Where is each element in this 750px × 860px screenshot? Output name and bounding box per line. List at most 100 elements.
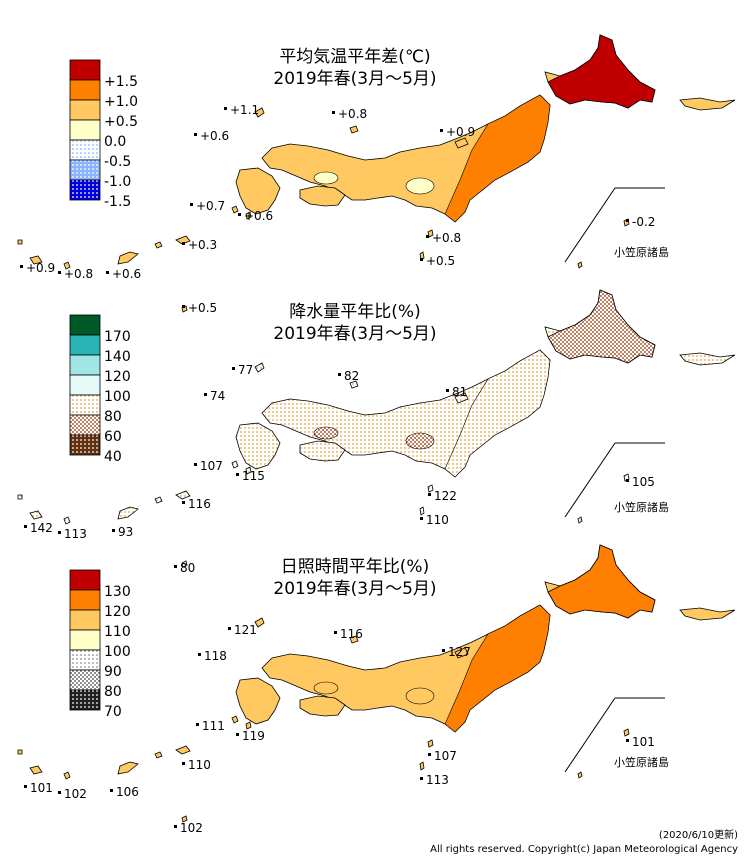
legend-label: 110 <box>104 624 131 640</box>
region-west <box>313 171 339 185</box>
station-value: 102 <box>180 821 203 835</box>
legend-swatch <box>69 394 101 416</box>
legend-label: 130 <box>104 584 131 600</box>
legend-label: 120 <box>104 369 131 385</box>
japan-map <box>17 544 736 823</box>
station-value: 102 <box>64 787 87 801</box>
japan-map <box>17 34 736 313</box>
ogasawara-inset: 小笠原諸島 <box>564 442 669 518</box>
legend-swatch <box>69 689 101 711</box>
precipitation-panel: 降水量平年比(%)2019年春(3月～5月) 小笠原諸島 170 140 120 100 8… <box>17 289 736 575</box>
legend-swatch <box>69 434 101 456</box>
legend: 130 120 110 100 90 80 70 <box>69 569 131 720</box>
legend-label: 40 <box>104 449 122 465</box>
legend-label: 80 <box>104 684 122 700</box>
station-value: 113 <box>426 773 449 787</box>
legend-label: 70 <box>104 704 122 720</box>
legend-label: 90 <box>104 664 122 680</box>
station-value: 116 <box>340 627 363 641</box>
panel-subtitle: 2019年春(3月～5月) <box>273 324 436 344</box>
update-date: (2020/6/10更新) <box>659 828 738 841</box>
legend-swatch <box>69 179 101 201</box>
station-value: 110 <box>426 513 449 527</box>
legend-swatch <box>69 374 101 396</box>
station-value: +0.8 <box>338 107 367 121</box>
region-central <box>405 177 435 195</box>
station-value: 116 <box>188 497 211 511</box>
panel-title: 降水量平年比(%) <box>289 302 420 322</box>
legend-swatch <box>69 669 101 691</box>
station-value: +1.1 <box>230 103 259 117</box>
station-value: 110 <box>188 758 211 772</box>
temperature-panel: 平均気温平年差(℃)2019年春(3月～5月) 小笠原諸島 +1.5 +1.0 +0.5… <box>17 34 736 315</box>
station-value: 142 <box>30 521 53 535</box>
station-value: 107 <box>200 459 223 473</box>
legend-label: -1.0 <box>104 174 131 190</box>
station-value: 101 <box>30 781 53 795</box>
legend-swatch <box>69 79 101 101</box>
station-value: 81 <box>452 385 467 399</box>
station-value: 105 <box>632 475 655 489</box>
ogasawara-label: 小笠原諸島 <box>614 755 669 769</box>
station-value: +0.6 <box>112 267 141 281</box>
station-value: 111 <box>202 719 225 733</box>
region-west <box>313 426 339 440</box>
station-value: +0.5 <box>188 301 217 315</box>
legend-label: +1.5 <box>104 74 138 90</box>
station-value: 93 <box>118 525 133 539</box>
panel-subtitle: 2019年春(3月～5月) <box>273 579 436 599</box>
station-value: +0.9 <box>26 261 55 275</box>
legend-label: +0.5 <box>104 114 138 130</box>
station-value: 101 <box>632 735 655 749</box>
legend-label: 80 <box>104 409 122 425</box>
legend-swatch <box>69 354 101 376</box>
japan-map <box>17 289 736 568</box>
legend-label: -0.5 <box>104 154 131 170</box>
station-value: 115 <box>242 469 265 483</box>
legend-label: 120 <box>104 604 131 620</box>
legend-swatch <box>69 314 101 336</box>
legend-swatch <box>69 609 101 631</box>
legend-swatch <box>69 569 101 591</box>
station-value: 80 <box>180 561 195 575</box>
sunshine-panel: 日照時間平年比(%)2019年春(3月～5月) 小笠原諸島 130 120 110 100… <box>17 544 736 835</box>
legend-swatch <box>69 414 101 436</box>
legend-swatch <box>69 59 101 81</box>
legend-swatch <box>69 159 101 181</box>
station-values: 77 82 74 81 107 115 122 110 116 142 113 93 80 105 <box>24 363 655 575</box>
station-value: +0.8 <box>64 267 93 281</box>
station-value: 77 <box>238 363 253 377</box>
station-value: +0.6 <box>244 209 273 223</box>
region-hokkaido <box>547 289 656 364</box>
station-value: 121 <box>234 623 257 637</box>
station-value: 82 <box>344 369 359 383</box>
region-central <box>405 432 435 450</box>
region-tohoku-kanto <box>444 349 551 478</box>
copyright-notice: All rights reserved. Copyright(c) Japan … <box>430 844 738 855</box>
station-value: 113 <box>64 527 87 541</box>
legend-swatch <box>69 589 101 611</box>
ogasawara-inset: 小笠原諸島 <box>564 187 669 263</box>
legend-label: 170 <box>104 329 131 345</box>
station-value: 118 <box>204 649 227 663</box>
station-value: +0.5 <box>426 254 455 268</box>
legend-label: 100 <box>104 389 131 405</box>
legend-label: 140 <box>104 349 131 365</box>
station-values: +1.1 +0.8 +0.6 +0.9 +0.7 +0.6 +0.8 +0.5 +0.3 +0.9… <box>20 103 655 315</box>
station-value: 107 <box>434 749 457 763</box>
legend-swatch <box>69 649 101 671</box>
legend: 170 140 120 100 80 60 40 <box>69 314 131 465</box>
station-value: +0.9 <box>446 125 475 139</box>
legend-swatch <box>69 139 101 161</box>
station-value: -0.2 <box>632 215 655 229</box>
station-value: 74 <box>210 389 225 403</box>
station-value: 122 <box>434 489 457 503</box>
region-tohoku-kanto <box>444 94 551 223</box>
region-tohoku-kanto <box>444 604 551 733</box>
region-central <box>405 687 435 705</box>
legend-swatch <box>69 629 101 651</box>
legend-label: 60 <box>104 429 122 445</box>
station-value: 119 <box>242 729 265 743</box>
station-value: 127 <box>448 645 471 659</box>
legend-label: +1.0 <box>104 94 138 110</box>
